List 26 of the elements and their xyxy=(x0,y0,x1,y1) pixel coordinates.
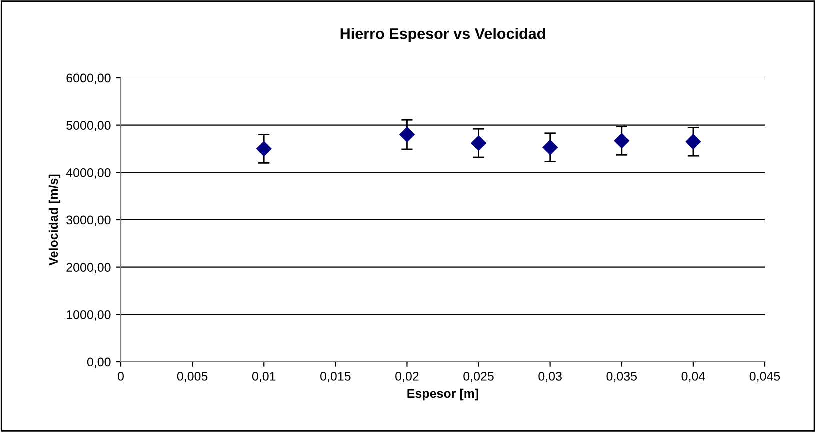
x-tick-label: 0,035 xyxy=(606,372,638,382)
x-tick-label: 0,03 xyxy=(538,372,562,382)
y-tick-label: 0,00 xyxy=(87,358,111,368)
y-tick-label: 3000,00 xyxy=(66,216,111,226)
x-tick-label: 0,02 xyxy=(396,372,419,382)
x-tick-label: 0 xyxy=(118,372,124,381)
point xyxy=(471,136,486,151)
x-tick-label: 0,045 xyxy=(750,372,780,382)
point xyxy=(256,141,272,157)
x-tick-label: 0,005 xyxy=(177,372,208,382)
point xyxy=(542,140,558,156)
x-tick-label: 0,025 xyxy=(464,372,494,382)
point xyxy=(686,134,702,150)
y-tick-label: 5000,00 xyxy=(66,121,111,132)
y-tick-label: 6000,00 xyxy=(66,74,111,84)
y-tick-label: 1000,00 xyxy=(67,310,111,321)
point xyxy=(400,127,415,142)
x-tick-label: 0,04 xyxy=(682,372,706,382)
x-axis-title: Espesor [m] xyxy=(408,388,478,401)
y-axis-title: Velocidad [m/s] xyxy=(48,174,61,266)
chart-title: Hierro Espesor vs Velocidad xyxy=(340,28,546,42)
y-tick-label: 4000,00 xyxy=(66,168,111,179)
y-tick-label: 2000,00 xyxy=(66,263,111,274)
x-tick-label: 0,01 xyxy=(252,372,276,382)
x-tick-label: 0,015 xyxy=(320,372,351,382)
point xyxy=(614,133,630,149)
